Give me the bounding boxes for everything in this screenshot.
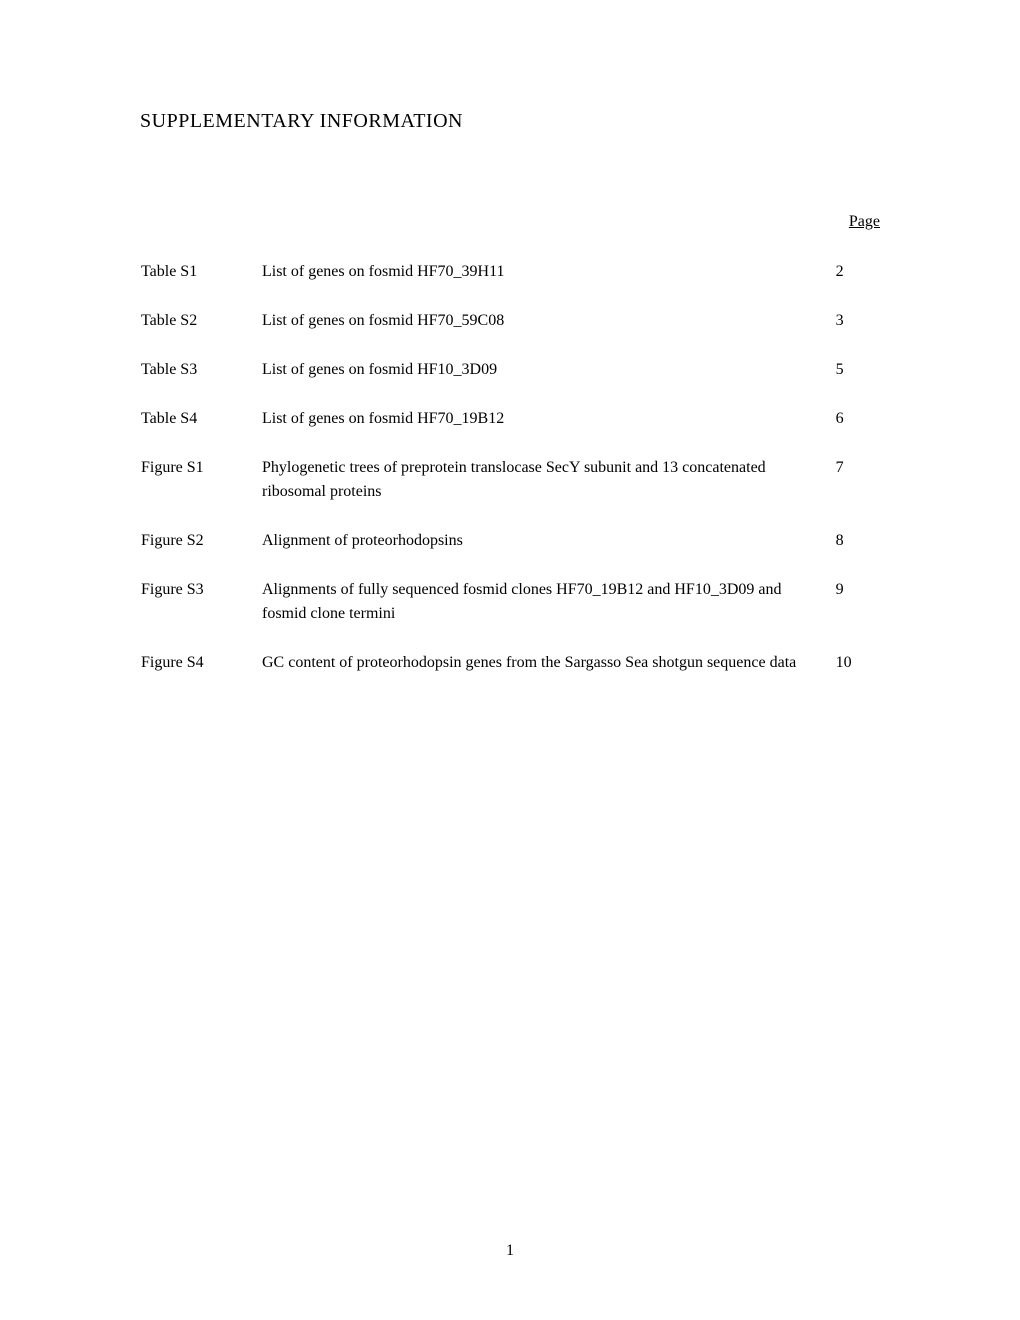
toc-entry-description: Phylogenetic trees of preprotein translo… — [261, 455, 835, 528]
table-row: Figure S2 Alignment of proteorhodopsins … — [140, 528, 880, 577]
toc-entry-label: Table S1 — [140, 259, 261, 308]
toc-entry-page: 8 — [835, 528, 880, 577]
toc-entry-label: Figure S4 — [140, 650, 261, 699]
toc-entry-page: 7 — [835, 455, 880, 528]
table-row: Table S2 List of genes on fosmid HF70_59… — [140, 308, 880, 357]
toc-entry-description: List of genes on fosmid HF70_39H11 — [261, 259, 835, 308]
toc-entry-page: 3 — [835, 308, 880, 357]
toc-entry-page: 2 — [835, 259, 880, 308]
toc-entry-description: Alignment of proteorhodopsins — [261, 528, 835, 577]
toc-entry-label: Table S3 — [140, 357, 261, 406]
table-row: Figure S1 Phylogenetic trees of preprote… — [140, 455, 880, 528]
document-title: SUPPLEMENTARY INFORMATION — [140, 110, 880, 133]
toc-entry-label: Figure S2 — [140, 528, 261, 577]
page-column-header: Page — [849, 213, 880, 231]
toc-entry-page: 9 — [835, 577, 880, 650]
toc-entry-page: 5 — [835, 357, 880, 406]
toc-table: Table S1 List of genes on fosmid HF70_39… — [140, 259, 880, 699]
page-content: SUPPLEMENTARY INFORMATION Page Table S1 … — [0, 0, 1020, 699]
toc-entry-label: Figure S1 — [140, 455, 261, 528]
table-row: Table S1 List of genes on fosmid HF70_39… — [140, 259, 880, 308]
toc-entry-description: GC content of proteorhodopsin genes from… — [261, 650, 835, 699]
table-row: Table S3 List of genes on fosmid HF10_3D… — [140, 357, 880, 406]
toc-entry-label: Table S2 — [140, 308, 261, 357]
page-column-header-row: Page — [140, 213, 880, 231]
table-row: Figure S4 GC content of proteorhodopsin … — [140, 650, 880, 699]
toc-entry-page: 6 — [835, 406, 880, 455]
toc-body: Table S1 List of genes on fosmid HF70_39… — [140, 259, 880, 699]
toc-entry-label: Figure S3 — [140, 577, 261, 650]
toc-entry-label: Table S4 — [140, 406, 261, 455]
toc-entry-description: List of genes on fosmid HF10_3D09 — [261, 357, 835, 406]
toc-entry-description: List of genes on fosmid HF70_19B12 — [261, 406, 835, 455]
table-row: Table S4 List of genes on fosmid HF70_19… — [140, 406, 880, 455]
toc-entry-description: Alignments of fully sequenced fosmid clo… — [261, 577, 835, 650]
page-number: 1 — [0, 1242, 1020, 1260]
toc-entry-description: List of genes on fosmid HF70_59C08 — [261, 308, 835, 357]
table-row: Figure S3 Alignments of fully sequenced … — [140, 577, 880, 650]
toc-entry-page: 10 — [835, 650, 880, 699]
